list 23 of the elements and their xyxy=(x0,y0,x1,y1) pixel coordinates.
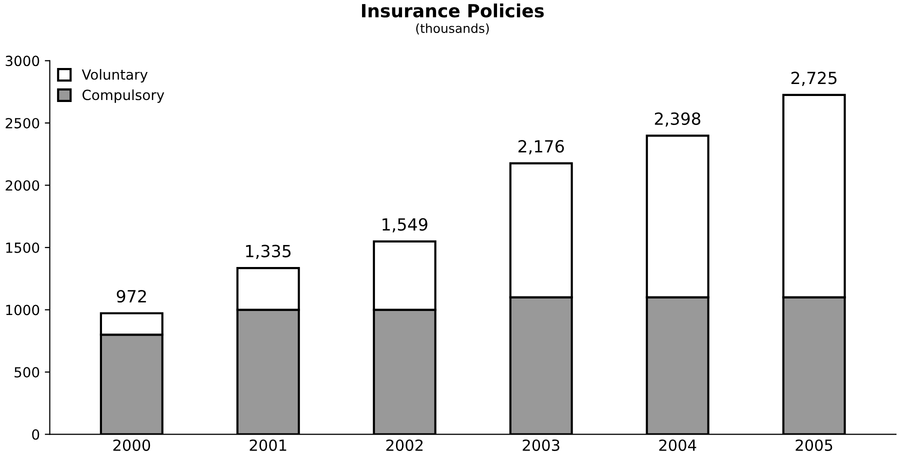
total-label: 2,398 xyxy=(654,112,700,127)
x-tick-label: 2003 xyxy=(522,439,560,451)
total-label: 1,335 xyxy=(246,244,291,260)
x-tick-label: 2005 xyxy=(796,439,832,451)
y-tick-label: 1000 xyxy=(6,304,40,316)
legend-label: Compulsory xyxy=(82,89,164,103)
y-tick-label: 500 xyxy=(14,367,40,378)
chart-title: Insurance Policies xyxy=(362,4,544,18)
chart-subtitle: (thousands) xyxy=(416,23,489,34)
total-label: 2,176 xyxy=(518,140,564,154)
y-tick-label: 3000 xyxy=(6,56,40,66)
y-tick-label: 2000 xyxy=(6,180,40,191)
total-label: 2,725 xyxy=(791,72,836,86)
y-tick-label: 0 xyxy=(32,429,40,440)
y-tick-label: 1500 xyxy=(6,242,40,253)
legend-label: Voluntary xyxy=(82,69,148,82)
x-tick-label: 2000 xyxy=(113,439,150,451)
total-label: 1,549 xyxy=(382,218,428,232)
total-label: 972 xyxy=(116,290,146,303)
y-tick-label: 2500 xyxy=(6,118,40,128)
x-tick-label: 2001 xyxy=(250,439,286,451)
x-tick-label: 2004 xyxy=(659,439,696,451)
x-tick-label: 2002 xyxy=(386,439,423,451)
